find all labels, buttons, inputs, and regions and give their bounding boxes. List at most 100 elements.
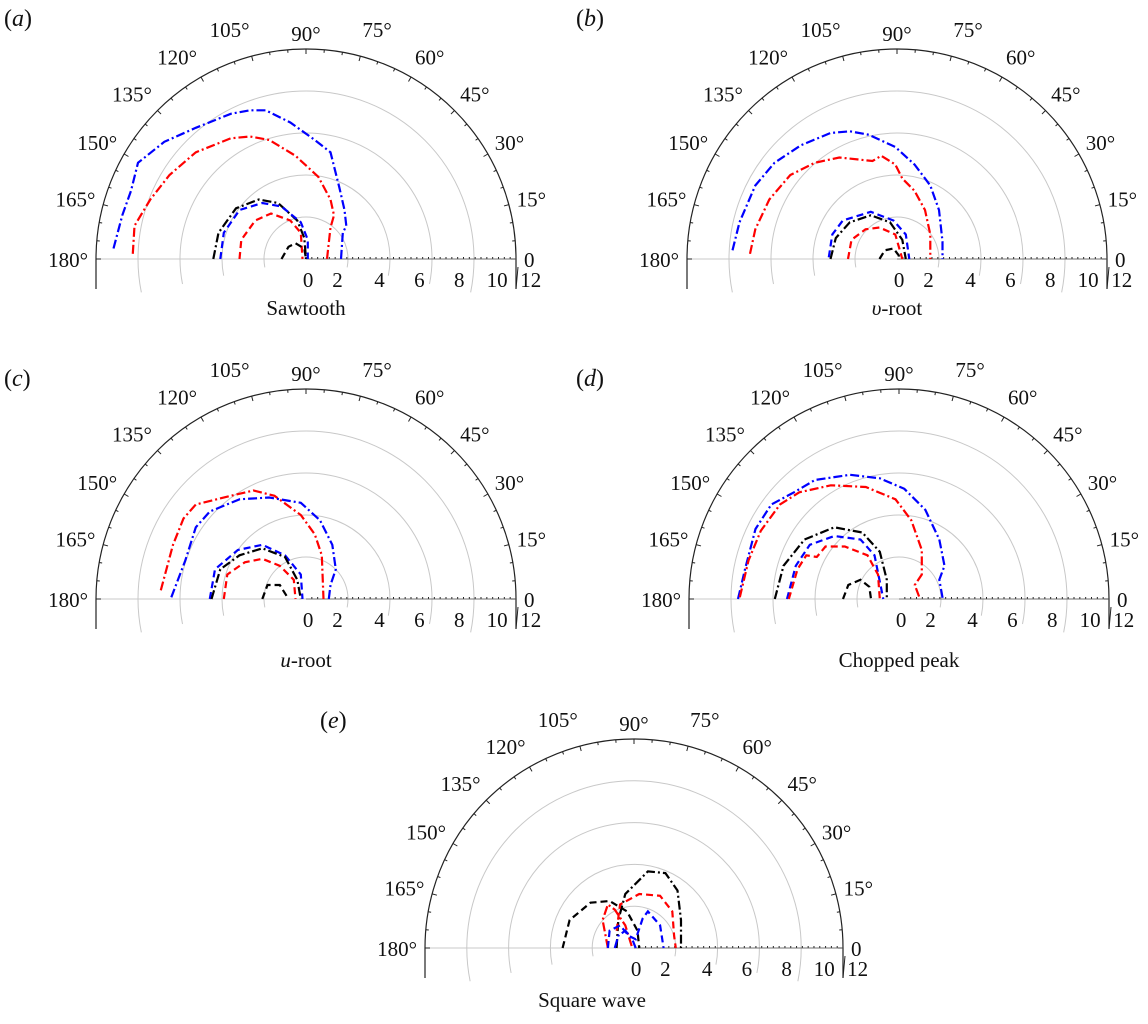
angle-tick-label: 75° xyxy=(690,708,719,732)
radial-tick-label: 4 xyxy=(374,608,385,632)
panel-letter: a xyxy=(12,6,24,32)
series-blue-dashed xyxy=(606,909,665,949)
radial-tick-label: 0 xyxy=(896,608,907,632)
angle-tick-label: 0 xyxy=(524,588,535,612)
angle-tick-label: 0 xyxy=(1117,588,1128,612)
angle-tick-label: 120° xyxy=(486,735,526,759)
series-blue-dashed xyxy=(208,543,304,600)
caption-italic: υ xyxy=(871,296,882,320)
series-red-dashed xyxy=(787,545,881,600)
panel-label-a: (a) xyxy=(4,6,32,32)
radial-tick-label: 8 xyxy=(781,957,792,981)
series-blue-dashdot xyxy=(170,496,337,600)
angle-tick-label: 135° xyxy=(703,83,743,107)
grid-ring xyxy=(508,822,760,949)
outer-arc xyxy=(688,388,1110,629)
angle-tick-label: 45° xyxy=(460,83,489,107)
panel-e: (e) 0 15° 30° 45° 60° 75° 90° 105° 120° 135° 150° 1… xyxy=(300,690,880,1024)
angle-tick-label: 180° xyxy=(641,588,681,612)
caption-italic: u xyxy=(280,648,291,672)
radial-tick-label: 2 xyxy=(332,608,343,632)
angle-tick-label: 45° xyxy=(1051,83,1080,107)
angle-tick-label: 30° xyxy=(822,821,851,845)
grid-ring xyxy=(549,863,719,949)
panel-letter: c xyxy=(12,366,23,392)
radial-tick-label: 0 xyxy=(303,608,314,632)
angle-tick-label: 0 xyxy=(524,248,535,272)
angle-tick-label: 165° xyxy=(56,187,96,211)
angle-tick-label: 180° xyxy=(639,248,679,272)
grid-ring xyxy=(137,90,475,260)
grid-ring xyxy=(466,780,802,949)
angle-tick-label: 150° xyxy=(77,131,117,155)
grid-ring xyxy=(591,905,677,949)
angle-tick-label: 150° xyxy=(406,821,446,845)
series-red-dashdot xyxy=(601,902,634,949)
panel-a: (a) 0 15° 30° 45° 60° 75° 90° 105° 120° 135° 150° 1… xyxy=(0,0,570,330)
angle-tick-label: 0 xyxy=(1115,248,1126,272)
radial-tick-label: 8 xyxy=(454,268,465,292)
series-black-dashed xyxy=(878,247,900,260)
series-red-dashdot xyxy=(738,484,923,600)
angle-tick-label: 75° xyxy=(362,18,391,42)
angle-tick-label: 165° xyxy=(56,527,96,551)
radial-tick-label: 12 xyxy=(1113,608,1134,632)
radial-tick-label: 2 xyxy=(925,608,936,632)
angle-tick-label: 30° xyxy=(1088,471,1117,495)
angle-tick-label: 90° xyxy=(882,22,911,46)
series-blue-dashdot xyxy=(736,473,946,600)
angle-tick-label: 90° xyxy=(291,22,320,46)
angle-tick-label: 60° xyxy=(1006,45,1035,69)
series-black-dashed xyxy=(561,899,641,949)
grid-ring xyxy=(179,472,433,600)
angle-tick-label: 165° xyxy=(384,877,424,901)
series-red-dashed xyxy=(615,892,677,949)
angle-tick-label: 60° xyxy=(1008,385,1037,409)
angle-tick-label: 15° xyxy=(844,877,873,901)
radial-tick-label: 6 xyxy=(1007,608,1018,632)
radial-tick-label: 4 xyxy=(967,608,978,632)
radial-tick-label: 10 xyxy=(1080,608,1101,632)
caption-d: Chopped peak xyxy=(749,648,1049,673)
angle-tick-label: 135° xyxy=(705,423,745,447)
outer-arc xyxy=(95,388,517,629)
grid-ring xyxy=(772,472,1026,600)
angle-tick-label: 15° xyxy=(517,187,546,211)
series-black-dashdot xyxy=(829,214,907,260)
angle-tick-label: 105° xyxy=(210,358,250,382)
grid-ring xyxy=(812,174,982,260)
radial-tick-label: 0 xyxy=(631,957,642,981)
polar-chart-e: 0 15° 30° 45° 60° 75° 90° 105° 120°135° 150° 165° 1… xyxy=(377,708,873,982)
series-red-dashdot xyxy=(748,154,932,259)
grid-ring xyxy=(814,514,984,600)
caption-c: u-root xyxy=(156,648,456,673)
angle-tick-label: 75° xyxy=(955,358,984,382)
series-red-dashdot xyxy=(159,489,325,600)
panel-d: (d) 0 15° 30° 45° 60° 75° 90° 105° 120° 135° 150° 1… xyxy=(570,340,1148,680)
angle-tick-label: 180° xyxy=(377,937,417,961)
radial-tick-label: 6 xyxy=(414,268,425,292)
angle-tick-label: 135° xyxy=(112,83,152,107)
angle-tick-label: 135° xyxy=(112,423,152,447)
radial-tick-label: 0 xyxy=(303,268,314,292)
grid-ring xyxy=(854,216,940,260)
radial-tick-label: 6 xyxy=(1005,268,1016,292)
angle-tick-label: 165° xyxy=(647,187,687,211)
radial-tick-label: 4 xyxy=(965,268,976,292)
caption-e: Square wave xyxy=(442,988,742,1013)
caption-text: Sawtooth xyxy=(266,296,346,320)
angle-tick-label: 180° xyxy=(48,248,88,272)
angle-tick-label: 90° xyxy=(884,362,913,386)
series-blue-dashdot xyxy=(112,109,348,260)
radial-tick-label: 6 xyxy=(414,608,425,632)
panel-letter: b xyxy=(584,6,596,32)
grid-ring xyxy=(770,132,1024,260)
series-black-dashed xyxy=(280,242,308,260)
radial-tick-label: 0 xyxy=(894,268,905,292)
panel-label-c: (c) xyxy=(4,366,31,392)
radial-tick-label: 8 xyxy=(1047,608,1058,632)
radial-tick-label: 12 xyxy=(1111,268,1132,292)
grid-ring xyxy=(856,556,942,600)
series-red-dashed xyxy=(238,212,304,260)
radial-tick-label: 12 xyxy=(520,608,541,632)
